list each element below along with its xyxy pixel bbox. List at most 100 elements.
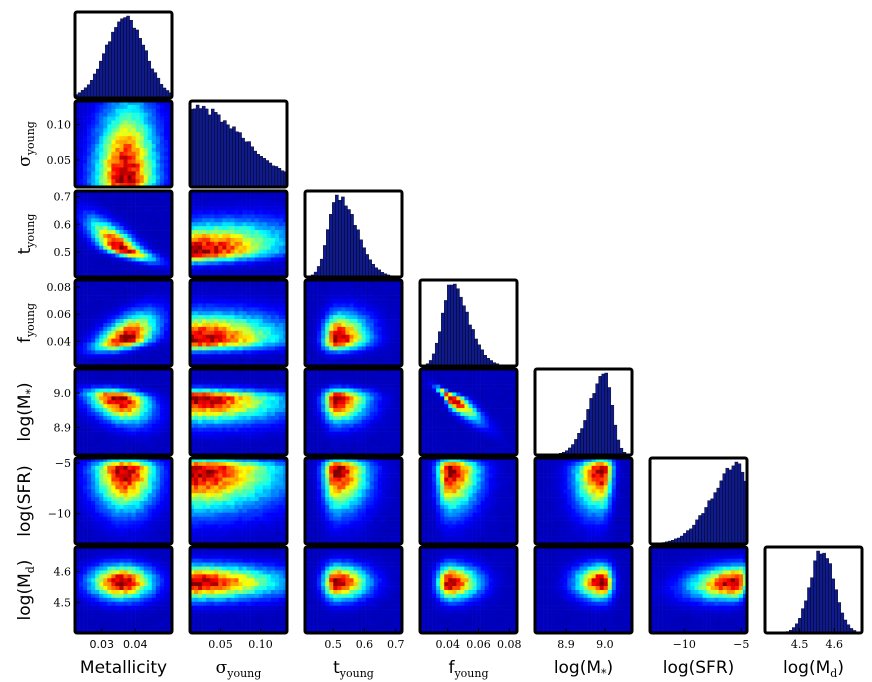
density-cell xyxy=(369,423,375,428)
density-cell xyxy=(258,299,264,304)
density-cell xyxy=(163,330,169,336)
density-cell xyxy=(258,400,264,405)
density-cell xyxy=(194,241,199,247)
density-cell xyxy=(131,431,136,436)
density-cell xyxy=(194,435,199,440)
density-cell xyxy=(143,280,149,285)
density-cell xyxy=(266,241,272,247)
density-cell xyxy=(151,415,157,421)
density-cell xyxy=(190,261,195,266)
density-cell xyxy=(262,226,268,231)
density-cell xyxy=(282,291,288,296)
density-cell xyxy=(167,358,173,363)
density-cell xyxy=(333,412,338,417)
density-cell xyxy=(266,283,272,289)
density-cell xyxy=(222,334,227,339)
density-cell xyxy=(385,388,391,393)
density-cell xyxy=(83,226,88,231)
density-cell xyxy=(397,350,403,355)
density-cell xyxy=(123,151,128,157)
density-cell xyxy=(91,191,96,196)
density-cell xyxy=(234,423,239,428)
density-cell xyxy=(75,179,80,184)
density-cell xyxy=(246,431,251,436)
density-cell xyxy=(389,291,395,296)
density-cell xyxy=(135,171,140,176)
density-cell xyxy=(115,323,120,328)
density-cell xyxy=(337,330,342,336)
density-cell xyxy=(107,319,112,324)
density-cell xyxy=(393,439,399,444)
density-cell xyxy=(282,241,288,247)
density-cell xyxy=(222,435,227,440)
density-cell xyxy=(119,362,124,367)
density-cell xyxy=(143,443,149,448)
density-cell xyxy=(270,234,276,239)
density-cell xyxy=(99,303,104,308)
density-cell xyxy=(242,439,247,444)
density-cell xyxy=(75,350,80,355)
density-cell xyxy=(147,136,153,141)
hist-bar xyxy=(99,60,103,99)
density-cell xyxy=(282,415,288,421)
density-cell xyxy=(226,283,231,289)
density-cell xyxy=(95,104,100,110)
density-cell xyxy=(278,202,284,207)
density-cell xyxy=(206,435,211,440)
density-cell xyxy=(163,175,169,180)
density-cell xyxy=(278,287,284,293)
density-cell xyxy=(341,342,346,347)
density-cell xyxy=(266,372,272,378)
density-cell xyxy=(202,291,207,296)
density-cell xyxy=(95,191,100,196)
density-cell xyxy=(135,419,140,425)
density-cell xyxy=(103,167,108,172)
density-cell xyxy=(250,358,255,363)
density-cell xyxy=(202,311,207,316)
density-cell xyxy=(333,291,338,296)
density-cell xyxy=(143,237,149,243)
density-cell xyxy=(143,230,149,235)
density-cell xyxy=(79,155,84,160)
density-cell xyxy=(254,431,260,436)
density-cell xyxy=(123,299,128,304)
density-cell xyxy=(369,326,375,332)
density-cell xyxy=(135,175,140,180)
density-cell xyxy=(99,175,104,180)
density-cell xyxy=(155,175,161,180)
density-cell xyxy=(83,439,88,444)
density-cell xyxy=(254,338,260,343)
density-cell xyxy=(258,412,264,417)
density-cell xyxy=(151,354,157,359)
density-cell xyxy=(242,237,247,243)
hist-bar xyxy=(583,420,587,456)
density-cell xyxy=(194,427,199,432)
density-cell xyxy=(131,191,136,196)
density-cell xyxy=(317,319,322,324)
density-cell xyxy=(242,400,247,405)
density-cell xyxy=(270,198,276,204)
density-cell xyxy=(139,435,145,440)
density-cell xyxy=(87,245,92,250)
density-cell xyxy=(194,447,199,452)
density-cell xyxy=(365,295,370,300)
density-cell xyxy=(214,380,219,385)
density-cell xyxy=(151,362,157,367)
density-cell xyxy=(337,392,342,397)
density-cell xyxy=(226,249,231,254)
density-cell xyxy=(127,423,132,428)
density-cell xyxy=(79,307,84,312)
density-cell xyxy=(361,330,366,336)
density-cell xyxy=(266,319,272,324)
density-cell xyxy=(353,415,358,421)
density-cell xyxy=(345,350,350,355)
density-cell xyxy=(147,144,153,149)
density-cell xyxy=(377,380,383,385)
density-cell xyxy=(250,384,255,389)
density-cell xyxy=(341,291,346,296)
density-cell xyxy=(143,291,149,296)
density-cell xyxy=(87,443,92,448)
density-cell xyxy=(234,384,239,389)
density-cell xyxy=(95,128,100,133)
